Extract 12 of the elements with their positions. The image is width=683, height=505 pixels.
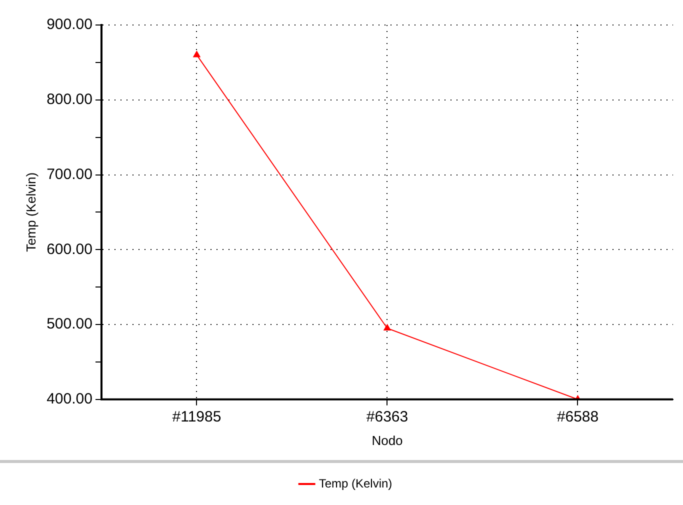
y-tick-label: 600.00	[46, 240, 92, 258]
y-tick-label: 700.00	[46, 166, 92, 183]
legend-label: Temp (Kelvin)	[318, 476, 392, 490]
y-tick-label: 400.00	[46, 390, 92, 408]
y-tick-label: 900.00	[46, 16, 92, 34]
x-tick-label: #6363	[366, 408, 408, 426]
y-tick-label: 500.00	[46, 316, 92, 333]
x-axis-title: Nodo	[372, 432, 403, 448]
y-axis-title: Temp (Kelvin)	[23, 172, 38, 252]
y-tick-label: 800.00	[46, 91, 92, 108]
x-tick-label: #11985	[172, 408, 222, 426]
x-tick-label: #6588	[556, 408, 599, 426]
